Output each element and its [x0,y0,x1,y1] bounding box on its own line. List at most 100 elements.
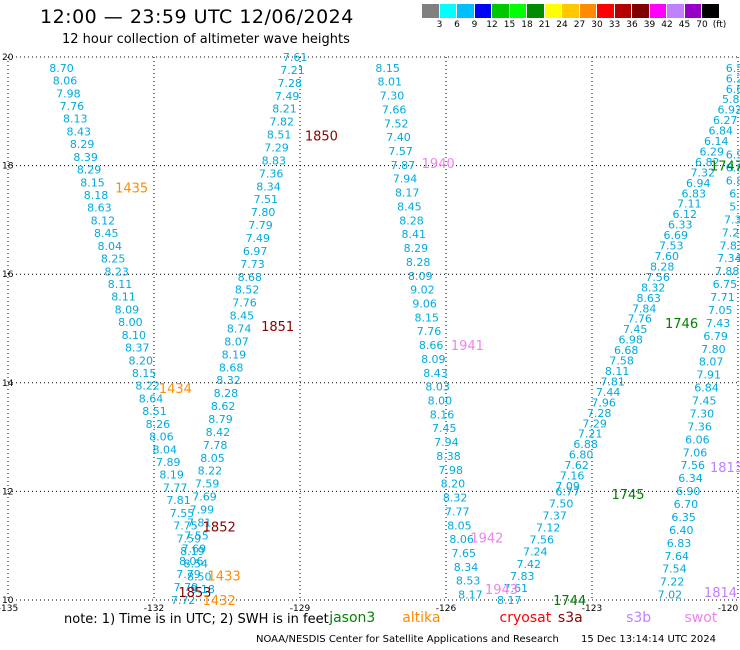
wave-height-value: 7.39 [724,213,740,226]
color-legend-label: 24 [556,20,568,30]
wave-height-value: 8.07 [699,356,724,369]
wave-height-value: 6.33 [668,219,693,232]
wave-height-value: 6.90 [676,485,701,498]
wave-height-value: 7.44 [596,386,621,399]
wave-height-value: 7.56 [529,534,554,547]
wave-height-value: 7.02 [658,589,683,602]
wave-height-value: 8.50 [187,570,212,583]
wave-height-value: 7.76 [627,313,652,326]
pass-time-label: 1435 [115,181,148,196]
wave-height-value: 7.59 [177,532,202,545]
pass-time-label: 1744 [553,594,586,609]
wave-height-value: 7.94 [393,173,418,186]
wave-height-value: 8.07 [224,335,249,348]
wave-height-value: 8.04 [97,240,122,253]
wave-height-value: 7.56 [681,459,706,472]
wave-height-value: 7.98 [438,464,463,477]
y-tick-label: 12 [2,487,13,497]
wave-height-value: 8.32 [641,281,666,294]
color-legend-label: 18 [521,20,533,30]
pass-time-label: 1942 [470,532,503,547]
wave-height-value: 7.72 [171,594,196,607]
wave-height-value: 9.18 [190,583,215,596]
wave-height-value: 6.24 [726,72,740,85]
wave-height-value: 7.81 [600,375,625,388]
wave-height-value: 7.45 [432,422,457,435]
wave-height-value: 7.55 [184,529,209,542]
wave-height-value: 6.81 [726,162,740,175]
wave-height-value: 7.29 [582,417,607,430]
wave-height-value: 6.97 [243,245,268,258]
color-legend-labels: 3 6 9 12 15 18 21 24 27 30 33 36 39 42 45 70 (ft) [422,18,740,32]
wave-height-value: 8.43 [423,367,448,380]
wave-height-value: 7.81 [187,516,212,529]
wave-height-value: 7.36 [687,420,712,433]
wave-height-value: 7.28 [278,77,303,90]
wave-height-value: 8.09 [115,303,140,316]
pass-time-label: 1852 [203,521,236,536]
wave-height-value: 8.51 [142,405,167,418]
wave-height-value: 8.20 [128,354,153,367]
wave-height-value: 7.24 [523,546,548,559]
y-tick-label: 16 [2,270,14,280]
wave-height-value: 7.83 [719,239,740,252]
wave-height-value: 7.43 [706,317,731,330]
wave-height-value: 7.11 [677,198,702,211]
wave-height-value: 7.42 [516,558,541,571]
wave-height-value: 7.82 [270,116,295,129]
wave-height-value: 8.06 [53,75,78,88]
wave-height-value: 7.77 [445,505,470,518]
wave-height-value: 8.29 [404,242,429,255]
wave-height-value: 6.83 [681,187,706,200]
note-text: note: 1) Time is in UTC; 2) SWH is in fe… [64,612,329,627]
wave-height-value: 7.56 [645,271,670,284]
wave-height-value: 7.69 [182,542,207,555]
wave-height-value: 7.57 [388,145,413,158]
wave-height-value: 7.76 [60,100,85,113]
wave-height-value: 6.40 [669,524,694,537]
wave-height-value: 8.11 [605,365,630,378]
wave-height-value: 6.35 [671,511,696,524]
wave-height-value: 8.51 [267,129,292,142]
wave-height-value: 7.79 [174,581,199,594]
wave-height-value: 7.78 [203,439,228,452]
wave-height-value: 8.17 [497,594,522,607]
color-legend: 3 6 9 12 15 18 21 24 27 30 33 36 39 42 45 70 (ft) [422,4,740,32]
wave-height-value: 7.30 [380,90,405,103]
color-legend-label: 30 [591,20,603,30]
pass-time-label: 1813 [710,461,740,476]
wave-height-value: 7.79 [176,568,201,581]
wave-height-value: 8.74 [227,323,252,336]
wave-height-value: 7.09 [555,480,580,493]
color-swatch [509,4,527,18]
wave-height-value: 7.21 [280,64,305,77]
wave-height-value: 8.62 [211,400,236,413]
x-tick-label: -120 [718,604,739,614]
wave-height-value: 7.99 [190,504,215,517]
wave-height-value: 6.68 [614,344,639,357]
color-swatch [702,4,720,18]
wave-height-value: 8.29 [77,164,102,177]
wave-height-value: 7.62 [564,459,589,472]
wave-height-value: 8.06 [179,555,204,568]
wave-height-value: 7.34 [717,252,740,265]
wave-height-value: 6.69 [663,229,688,242]
wave-height-value: 7.75 [173,520,198,533]
wave-height-value: 7.91 [697,369,722,382]
color-legend-label: 6 [454,20,460,30]
wave-height-value: 7.64 [664,550,689,563]
wave-height-value: 7.05 [708,304,733,317]
wave-height-value: 8.34 [256,180,281,193]
wave-height-value: 8.79 [208,413,233,426]
color-swatch [439,4,457,18]
x-tick-label: -129 [290,604,311,614]
wave-height-value: 8.52 [235,284,260,297]
wave-height-value: 8.28 [406,256,431,269]
wave-height-value: 6.14 [704,135,729,148]
color-swatch [457,4,475,18]
color-legend-label: 70 [696,20,708,30]
color-legend-label: 42 [661,20,673,30]
wave-height-value: 8.43 [66,125,91,138]
wave-height-value: 8.28 [399,214,424,227]
wave-height-value: 6.80 [569,449,594,462]
